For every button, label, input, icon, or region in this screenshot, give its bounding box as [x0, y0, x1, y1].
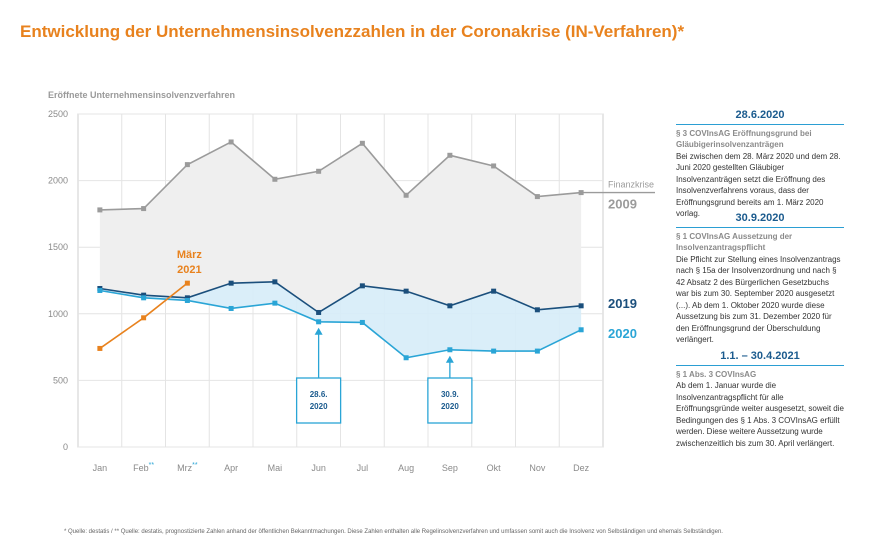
data-point-2020: [491, 348, 497, 354]
data-point-2020: [272, 300, 278, 306]
sidebar-note-2: 30.9.2020 § 1 COVInsAG Aussetzung der In…: [676, 212, 844, 346]
data-point-2009: [141, 206, 147, 212]
band-2009-2019: [99, 141, 582, 313]
x-tick-label: Mrz**: [177, 462, 198, 473]
x-tick-label: Okt: [487, 463, 502, 473]
data-point-2021: [97, 345, 103, 351]
x-tick-label: Jan: [93, 463, 108, 473]
annotation-date: 28.6.: [310, 390, 328, 399]
y-tick-label: 0: [63, 442, 68, 452]
data-point-2019: [316, 309, 322, 315]
data-point-2020: [97, 287, 103, 293]
sidebar-note-1-law: § 3 COVInsAG Eröffnungsgrund bei Gläubig…: [676, 128, 812, 150]
data-point-2019: [359, 283, 365, 289]
data-point-2020: [359, 319, 365, 325]
series-line-2020: [99, 289, 582, 359]
sidebar-note-1-date: 28.6.2020: [676, 109, 844, 125]
sidebar-note-1-text: Bei zwischen dem 28. März 2020 und dem 2…: [676, 151, 841, 219]
label-2009: 2009: [608, 197, 637, 212]
data-point-2020: [141, 295, 147, 301]
y-tick-label: 2000: [48, 176, 68, 186]
sidebar-note-3-text: Ab dem 1. Januar wurde die Insolvenzantr…: [676, 381, 844, 448]
data-point-2020: [534, 348, 540, 354]
data-point-2009: [316, 168, 322, 174]
data-point-2019: [491, 288, 497, 294]
data-point-2009: [534, 194, 540, 200]
band-2019-2020: [99, 281, 582, 358]
y-tick-label: 1500: [48, 242, 68, 252]
data-point-2019: [141, 292, 147, 298]
data-point-2019: [403, 288, 409, 294]
x-tick-label: Mai: [268, 463, 283, 473]
data-point-2019: [578, 303, 584, 309]
data-point-2009: [447, 152, 453, 158]
label-2021-month: März: [177, 249, 203, 261]
x-tick-footnote-mark: **: [192, 462, 198, 469]
annotation-box: [295, 377, 342, 424]
data-point-2009: [228, 139, 234, 145]
data-point-2019: [272, 279, 278, 285]
data-point-2009: [272, 176, 278, 182]
x-tick-label: Sep: [442, 463, 458, 473]
series-line-2019: [99, 281, 582, 314]
x-tick-label: Jun: [311, 463, 326, 473]
data-point-2021: [184, 280, 190, 286]
data-point-2009: [184, 162, 190, 168]
data-point-2020: [578, 327, 584, 333]
label-2020: 2020: [608, 326, 637, 341]
annotation-arrow-head: [445, 355, 454, 363]
data-point-2020: [316, 319, 322, 325]
sidebar-note-3-law: § 1 Abs. 3 COVInsAG: [676, 369, 757, 379]
annotation-year: 2020: [310, 402, 328, 411]
data-point-2019: [534, 307, 540, 313]
annotation-year: 2020: [441, 402, 459, 411]
x-tick-label: Jul: [357, 463, 369, 473]
data-point-2020: [447, 347, 453, 353]
data-point-2021: [141, 315, 147, 321]
data-point-2009: [491, 163, 497, 169]
sidebar-note-2-date: 30.9.2020: [676, 212, 844, 228]
data-point-2019: [447, 303, 453, 309]
chart-title: Entwicklung der Unternehmensinsolvenzzah…: [20, 22, 685, 41]
sidebar-note-2-text: Die Pflicht zur Stellung eines Insolvenz…: [676, 254, 841, 345]
x-tick-footnote-mark: **: [149, 462, 155, 469]
sidebar-note-1: 28.6.2020 § 3 COVInsAG Eröffnungsgrund b…: [676, 109, 844, 220]
data-point-2009: [359, 140, 365, 146]
x-tick-label: Feb**: [133, 462, 154, 473]
y-tick-label: 2500: [48, 109, 68, 119]
label-finanzkrise: Finanzkrise: [608, 180, 654, 190]
x-tick-label: Dez: [573, 463, 590, 473]
data-point-2019: [184, 295, 190, 301]
data-point-2020: [403, 355, 409, 361]
data-point-2009: [97, 207, 103, 213]
annotation-box: [427, 377, 473, 424]
y-tick-label: 1000: [48, 309, 68, 319]
x-tick-label: Aug: [398, 463, 414, 473]
annotation-arrow-head: [314, 327, 323, 335]
y-tick-label: 500: [53, 375, 68, 385]
data-point-2019: [228, 280, 234, 286]
sidebar-note-3-date: 1.1. – 30.4.2021: [676, 350, 844, 366]
x-tick-label: Nov: [529, 463, 546, 473]
footnote: * Quelle: destatis / ** Quelle: destatis…: [64, 529, 723, 535]
data-point-2009: [403, 192, 409, 198]
sidebar-note-3: 1.1. – 30.4.2021 § 1 Abs. 3 COVInsAG Ab …: [676, 350, 844, 449]
y-axis-label: Eröffnete Unternehmensinsolvenzverfahren: [48, 90, 236, 100]
annotation-date: 30.9.: [441, 390, 459, 399]
series-line-2009: [99, 141, 582, 211]
data-point-2020: [184, 297, 190, 303]
label-2019: 2019: [608, 296, 637, 311]
label-2021-year: 2021: [177, 264, 201, 276]
data-point-2020: [228, 305, 234, 311]
x-tick-label: Apr: [224, 463, 238, 473]
sidebar-note-2-law: § 1 COVInsAG Aussetzung der Insolvenzant…: [676, 231, 793, 253]
